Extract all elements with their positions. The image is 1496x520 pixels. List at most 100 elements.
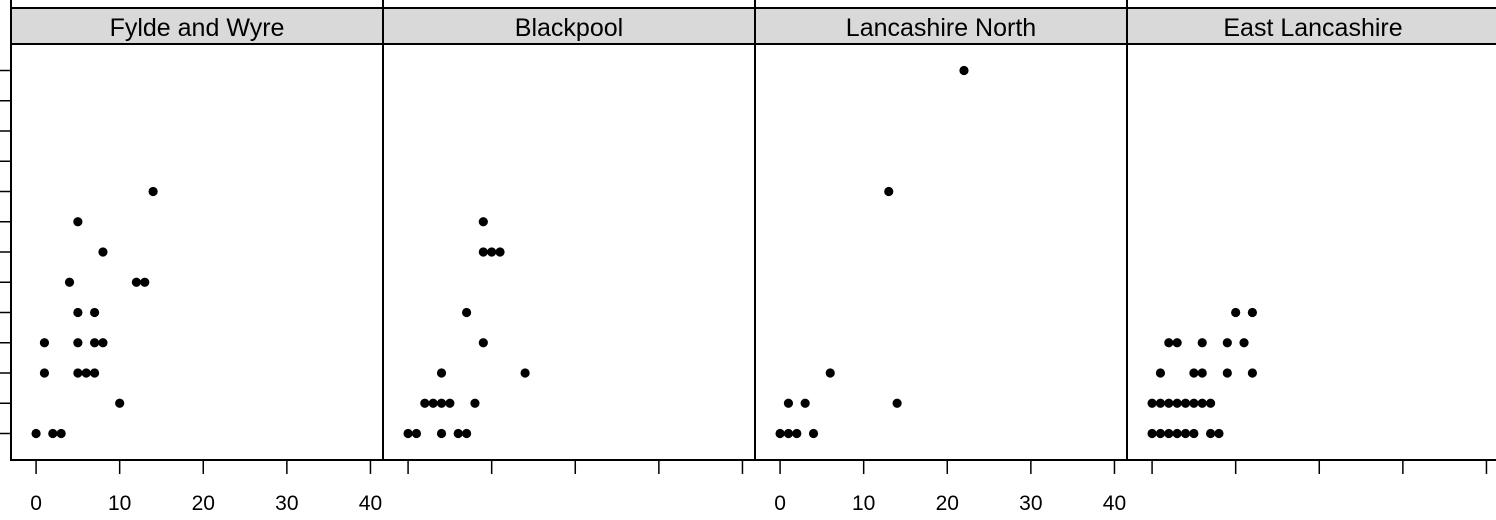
panel-3: Lancashire North 0 10 20 30 40 [754,0,1128,515]
data-point [64,277,75,287]
data-point [73,217,83,227]
data-point [39,368,50,378]
data-point [48,428,58,439]
data-point [1197,368,1207,378]
x-tick-label: 20 [936,492,959,515]
data-point [1189,398,1199,408]
data-point [39,338,50,348]
strip-background [10,7,384,45]
data-point [1147,428,1157,439]
data-point [1189,368,1199,378]
data-point [1205,428,1216,439]
x-tick-label: 30 [275,492,298,515]
data-point [98,247,108,257]
data-point [1172,398,1182,408]
data-point [520,368,530,378]
data-point [1197,398,1207,408]
data-point [783,398,794,408]
data-point [959,65,969,76]
data-point [89,368,100,378]
data-point [1180,428,1191,439]
data-point [73,368,83,378]
data-point [98,338,108,348]
data-point [478,338,488,348]
x-tick-label: 0 [774,492,786,515]
data-point [1147,398,1157,408]
panel-strip-label: Fylde and Wyre [110,14,285,42]
data-point [1205,398,1216,408]
data-point [1247,307,1257,318]
data-point [792,428,802,439]
panel-strip-label: Lancashire North [846,14,1036,42]
data-point [436,398,447,408]
data-point [31,428,41,439]
data-point [411,428,422,439]
data-point [1222,368,1232,378]
panel-1: Fylde and Wyre 0 10 20 30 40 [10,0,384,515]
panel-strip-label: East Lancashire [1223,14,1402,42]
panel-4: East Lancashire [1126,0,1496,474]
data-point [1164,338,1174,348]
data-point [436,368,447,378]
data-point [445,398,455,408]
data-point [420,398,430,408]
data-point [1172,428,1182,439]
data-point [775,428,785,439]
data-point [461,428,472,439]
data-point [148,186,158,197]
data-point [428,398,438,408]
data-point [461,307,472,318]
data-point [89,338,100,348]
panel-frame [754,43,1128,461]
data-point [478,217,488,227]
data-point [81,368,91,378]
axes-layer [0,69,11,435]
data-point [495,247,505,257]
data-point [825,368,835,378]
data-point [73,338,83,348]
data-point [892,398,902,408]
panel-strip-label: Blackpool [515,14,623,42]
data-point [140,277,150,287]
data-point [115,398,125,408]
data-point [1231,307,1241,318]
x-tick-label: 10 [108,492,131,515]
x-tick-label: 0 [30,492,42,515]
data-point [1164,398,1174,408]
panel-2: Blackpool [382,0,756,474]
panel-frame [1126,43,1496,461]
x-tick-label: 40 [359,492,382,515]
x-tick-label: 30 [1019,492,1042,515]
data-point [1222,338,1232,348]
data-point [470,398,480,408]
x-tick-label: 40 [1103,492,1126,515]
data-point [73,307,83,318]
data-point [89,307,100,318]
data-point [783,428,794,439]
data-point [478,247,488,257]
data-point [1172,338,1182,348]
data-point [1239,338,1249,348]
data-point [808,428,819,439]
data-point [1189,428,1199,439]
data-point [1197,338,1207,348]
panel-frame [382,43,756,461]
data-point [1164,428,1174,439]
data-point [1180,398,1191,408]
data-point [1155,398,1166,408]
data-point [436,428,447,439]
panels-layer: Fylde and Wyre 0 10 20 30 40 Blackpool Lancashi… [10,0,1496,515]
panel-frame [10,43,384,461]
x-tick-label: 20 [192,492,215,515]
data-point [800,398,810,408]
data-point [453,428,463,439]
data-point [403,428,413,439]
data-point [56,428,66,439]
data-point [131,277,141,287]
data-point [1247,368,1257,378]
x-tick-label: 10 [852,492,875,515]
data-point [1214,428,1224,439]
data-point [884,186,894,197]
data-point [1155,428,1166,439]
